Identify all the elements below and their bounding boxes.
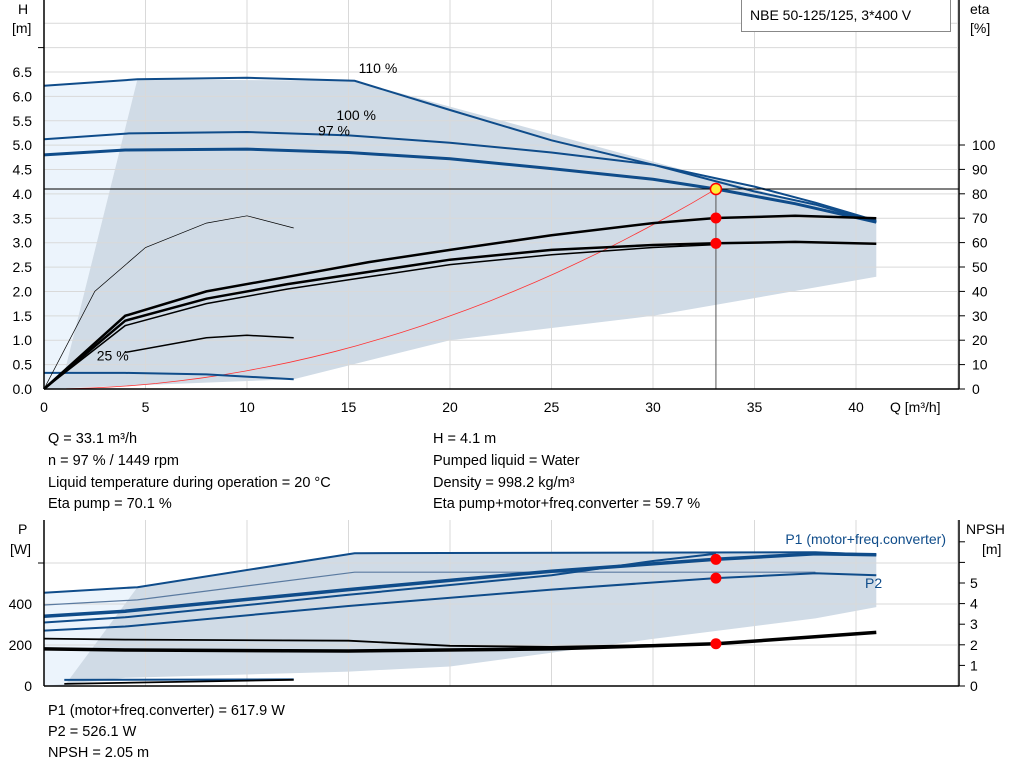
pump-title: NBE 50-125/125, 3*400 V [741, 0, 951, 32]
info-q: Q = 33.1 m³/h [48, 431, 138, 447]
power-curve [43, 552, 717, 624]
p-tick-label: 200 [9, 637, 33, 653]
duty-point-eta-total [710, 237, 722, 249]
npsh-tick-label: 2 [970, 637, 978, 653]
eta-curve [43, 240, 877, 390]
curve-label: 97 % [318, 122, 350, 138]
h-tick-label: 0.5 [13, 357, 33, 373]
npsh-tick-label: 3 [970, 616, 978, 632]
power-curve [64, 678, 294, 681]
npsh-axis-label: NPSH [966, 521, 1005, 537]
x-tick-label: 35 [747, 399, 763, 415]
h-tick-label: 5.5 [13, 113, 33, 129]
p-axis-label: P [18, 521, 27, 537]
h-tick-label: 2.5 [13, 259, 33, 275]
power-curve [43, 552, 877, 619]
h-tick-label: 2.0 [13, 283, 33, 299]
h-tick-label: 4.5 [13, 162, 33, 178]
npsh-tick-label: 5 [970, 575, 978, 591]
info-h: H = 4.1 m [433, 431, 497, 447]
head-curve [43, 130, 877, 222]
npsh-tick-label: 1 [970, 657, 978, 673]
series-label-p2: P2 [865, 575, 882, 591]
power-curve [43, 571, 816, 606]
x-tick-label: 5 [142, 399, 150, 415]
x-tick-label: 20 [442, 399, 458, 415]
head-curve [43, 76, 877, 224]
info-density: Density = 998.2 kg/m³ [433, 475, 575, 491]
curve-label: 25 % [97, 348, 129, 364]
info-p2: P2 = 526.1 W [48, 724, 137, 740]
eta-tick-label: 60 [972, 235, 988, 251]
p-tick-label: 400 [9, 596, 33, 612]
eta-axis-unit: [%] [970, 20, 990, 36]
npsh-curve [43, 630, 877, 653]
head-curve [44, 371, 294, 381]
x-tick-label: 30 [645, 399, 661, 415]
info-eta-total: Eta pump+motor+freq.converter = 59.7 % [433, 496, 701, 512]
eta-curve [43, 215, 294, 390]
info-speed: n = 97 % / 1449 rpm [48, 453, 179, 469]
eta-tick-label: 10 [972, 357, 988, 373]
p-axis-unit: [W] [10, 541, 31, 557]
operating-envelope [44, 79, 877, 390]
npsh-curve [64, 678, 294, 685]
head-curve [43, 147, 877, 224]
curve-label: 110 % [359, 60, 398, 76]
npsh-tick-label: 0 [970, 678, 978, 694]
x-tick-label: 40 [848, 399, 864, 415]
duty-point-p1 [710, 553, 722, 565]
eta-tick-label: 30 [972, 308, 988, 324]
eta-tick-label: 20 [972, 332, 988, 348]
x-axis-label: Q [m³/h] [890, 399, 941, 415]
eta-tick-label: 70 [972, 210, 988, 226]
duty-point-npsh [710, 638, 722, 650]
h-tick-label: 5.0 [13, 137, 33, 153]
h-tick-label: 1.5 [13, 308, 33, 324]
npsh-curve [43, 637, 716, 648]
x-tick-label: 10 [239, 399, 255, 415]
npsh-axis-unit: [m] [982, 541, 1001, 557]
info-npsh: NPSH = 2.05 m [48, 745, 150, 761]
duty-point-p2 [710, 572, 722, 584]
info-temperature: Liquid temperature during operation = 20… [48, 475, 331, 491]
npsh-tick-label: 4 [970, 596, 978, 612]
h-tick-label: 4.0 [13, 186, 33, 202]
p-tick-label: 0 [24, 678, 32, 694]
power-curve [43, 572, 877, 632]
eta-tick-label: 90 [972, 161, 988, 177]
eta-tick-label: 50 [972, 259, 988, 275]
eta-curve [43, 243, 716, 390]
info-eta-pump: Eta pump = 70.1 % [48, 496, 172, 512]
eta-tick-label: 40 [972, 283, 988, 299]
h-tick-label: 1.0 [13, 332, 33, 348]
h-tick-label: 0.0 [13, 381, 33, 397]
h-tick-label: 6.0 [13, 88, 33, 104]
eta-tick-label: 100 [972, 137, 996, 153]
operating-envelope-lower [44, 553, 877, 686]
curve-label: 100 % [336, 107, 376, 123]
info-p1: P1 (motor+freq.converter) = 617.9 W [48, 703, 285, 719]
info-liquid: Pumped liquid = Water [433, 453, 580, 469]
eta-curve [43, 214, 877, 390]
h-axis-label: H [18, 1, 28, 17]
x-tick-label: 25 [544, 399, 560, 415]
h-axis-unit: [m] [12, 20, 31, 36]
h-tick-label: 6.5 [13, 64, 33, 80]
duty-point-head [709, 182, 723, 196]
envelope-light-region [44, 79, 138, 390]
eta-axis-label: eta [970, 1, 990, 17]
x-tick-label: 15 [341, 399, 357, 415]
x-tick-label: 0 [40, 399, 48, 415]
h-tick-label: 3.0 [13, 235, 33, 251]
series-label-p1: P1 (motor+freq.converter) [785, 531, 946, 547]
duty-point-eta-pump [710, 212, 722, 224]
eta-curve [125, 334, 294, 354]
eta-tick-label: 0 [972, 381, 980, 397]
eta-tick-label: 80 [972, 186, 988, 202]
h-tick-label: 3.5 [13, 210, 33, 226]
